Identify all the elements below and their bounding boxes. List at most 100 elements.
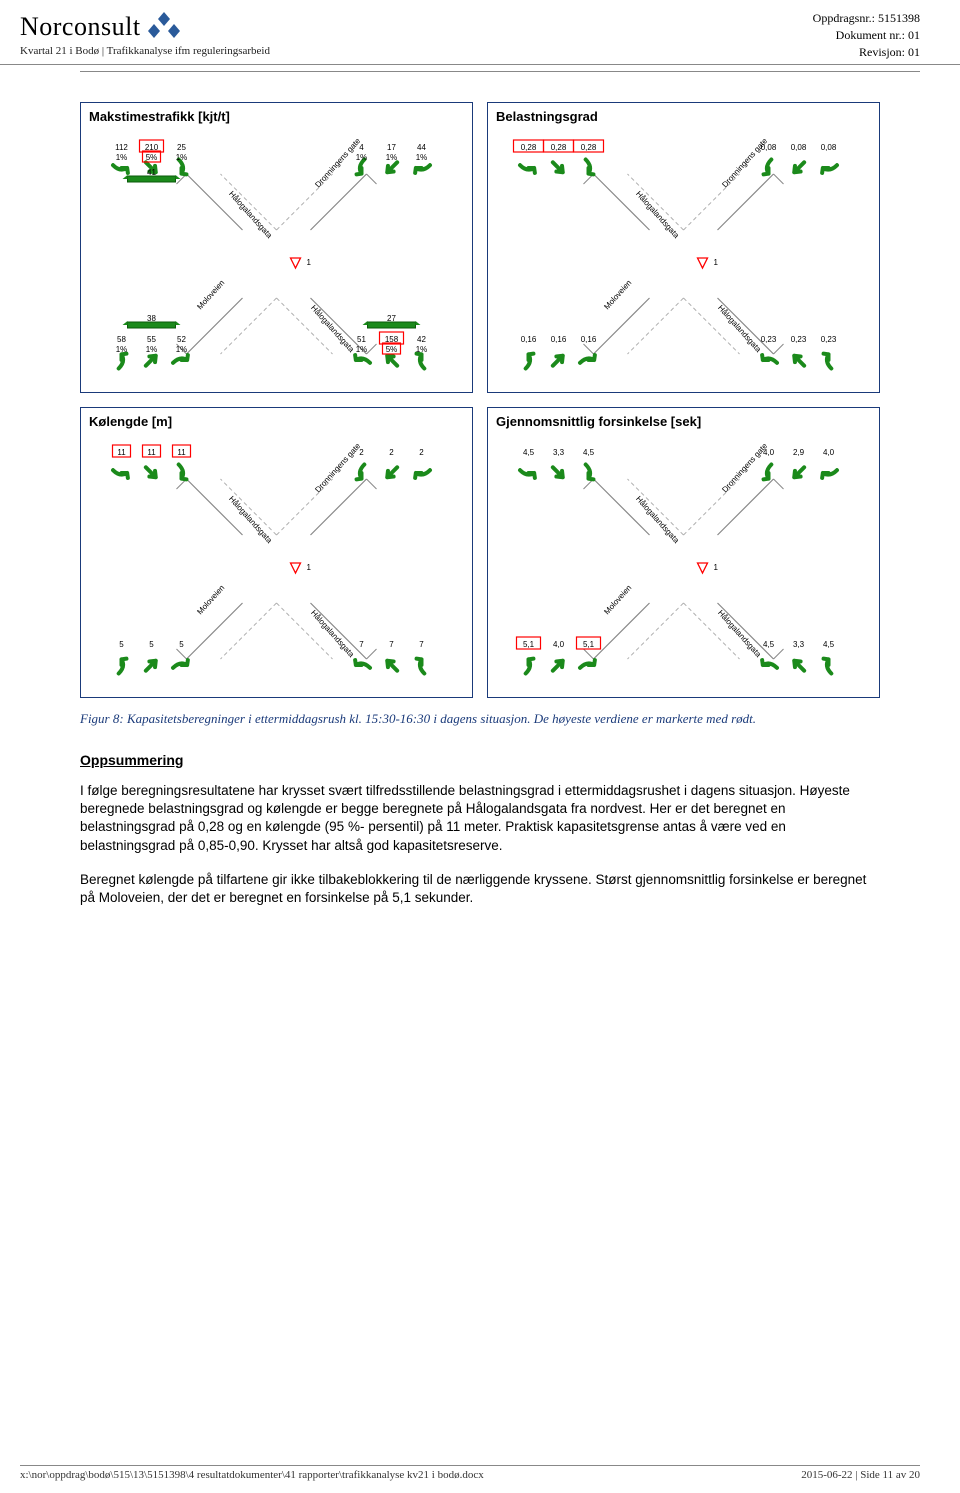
svg-text:0,16: 0,16 (521, 335, 537, 344)
svg-text:41: 41 (147, 168, 156, 177)
svg-text:5%: 5% (146, 153, 158, 162)
svg-text:1%: 1% (146, 345, 158, 354)
panel-title: Kølengde [m] (89, 414, 464, 429)
content: Makstimestrafikk [kjt/t] 1 Hålogalandsga… (0, 72, 960, 907)
svg-text:0,28: 0,28 (521, 143, 537, 152)
intersection-diagram: 1 Hålogalandsgata Dronningens gate Molov… (89, 433, 464, 693)
svg-text:112: 112 (115, 143, 128, 152)
svg-text:44: 44 (417, 143, 426, 152)
svg-text:25: 25 (177, 143, 186, 152)
svg-text:7: 7 (419, 640, 424, 649)
svg-text:3,3: 3,3 (553, 448, 565, 457)
svg-text:Moloveien: Moloveien (602, 584, 633, 617)
svg-text:Moloveien: Moloveien (195, 584, 226, 617)
svg-text:5,1: 5,1 (583, 640, 595, 649)
svg-text:4: 4 (359, 143, 364, 152)
diagram-panel: Makstimestrafikk [kjt/t] 1 Hålogalandsga… (80, 102, 473, 393)
footer-date-page: 2015-06-22 | Side 11 av 20 (801, 1469, 920, 1481)
doc-meta: Oppdragsnr.: 5151398 Dokument nr.: 01 Re… (813, 10, 920, 60)
page-header: Norconsult Kvartal 21 i Bodø | Trafikkan… (0, 0, 960, 65)
meta-oppdrag: Oppdragsnr.: 5151398 (813, 10, 920, 27)
panel-title: Makstimestrafikk [kjt/t] (89, 109, 464, 124)
svg-text:7: 7 (359, 640, 364, 649)
svg-text:4,5: 4,5 (583, 448, 595, 457)
svg-text:Hålogalandsgata: Hålogalandsgata (634, 190, 681, 241)
svg-text:0,16: 0,16 (551, 335, 567, 344)
svg-text:Hålogalandsgata: Hålogalandsgata (634, 495, 681, 546)
svg-text:1%: 1% (416, 345, 428, 354)
panel-title: Belastningsgrad (496, 109, 871, 124)
svg-text:4,5: 4,5 (523, 448, 535, 457)
svg-text:2: 2 (389, 448, 394, 457)
figure-caption: Figur 8: Kapasitetsberegninger i ettermi… (80, 710, 880, 728)
intersection-diagram: 1 Hålogalandsgata Dronningens gate Molov… (496, 433, 871, 693)
svg-text:Moloveien: Moloveien (602, 279, 633, 312)
svg-text:4,0: 4,0 (823, 448, 835, 457)
svg-text:0,08: 0,08 (821, 143, 837, 152)
svg-text:52: 52 (177, 335, 186, 344)
svg-text:0,08: 0,08 (791, 143, 807, 152)
svg-text:Dronningens gate: Dronningens gate (313, 441, 362, 494)
meta-dokument: Dokument nr.: 01 (813, 27, 920, 44)
intersection-diagram: 1 Hålogalandsgata Dronningens gate Molov… (89, 128, 464, 388)
svg-text:5: 5 (179, 640, 184, 649)
meta-revisjon: Revisjon: 01 (813, 44, 920, 61)
svg-text:3,3: 3,3 (793, 640, 805, 649)
svg-text:Hålogalandsgata: Hålogalandsgata (716, 304, 763, 355)
svg-text:2: 2 (419, 448, 424, 457)
svg-text:51: 51 (357, 335, 366, 344)
svg-text:0,28: 0,28 (581, 143, 597, 152)
svg-text:7: 7 (389, 640, 394, 649)
svg-text:11: 11 (117, 448, 126, 457)
svg-text:42: 42 (417, 335, 426, 344)
svg-text:38: 38 (147, 314, 156, 323)
page-footer: x:\nor\oppdrag\bodø\515\13\5151398\4 res… (20, 1465, 920, 1481)
svg-text:210: 210 (145, 143, 159, 152)
paragraph-1: I følge beregningsresultatene har krysse… (80, 782, 880, 855)
svg-text:1%: 1% (416, 153, 428, 162)
svg-text:1%: 1% (176, 153, 188, 162)
svg-text:0,23: 0,23 (761, 335, 777, 344)
svg-text:Hålogalandsgata: Hålogalandsgata (227, 190, 274, 241)
logo-block: Norconsult Kvartal 21 i Bodø | Trafikkan… (20, 10, 270, 57)
svg-text:158: 158 (385, 335, 399, 344)
svg-text:17: 17 (387, 143, 396, 152)
svg-text:11: 11 (147, 448, 156, 457)
svg-text:Moloveien: Moloveien (195, 279, 226, 312)
svg-text:0,28: 0,28 (551, 143, 567, 152)
svg-text:1%: 1% (356, 153, 368, 162)
svg-text:4,5: 4,5 (823, 640, 835, 649)
svg-text:0,23: 0,23 (791, 335, 807, 344)
header-subtitle: Kvartal 21 i Bodø | Trafikkanalyse ifm r… (20, 45, 270, 57)
svg-text:1%: 1% (116, 345, 128, 354)
svg-text:1%: 1% (356, 345, 368, 354)
svg-text:4,5: 4,5 (763, 640, 775, 649)
svg-text:2: 2 (359, 448, 364, 457)
paragraph-2: Beregnet kølengde på tilfartene gir ikke… (80, 871, 880, 907)
svg-text:2,9: 2,9 (793, 448, 805, 457)
panel-grid: Makstimestrafikk [kjt/t] 1 Hålogalandsga… (80, 102, 880, 698)
footer-path: x:\nor\oppdrag\bodø\515\13\5151398\4 res… (20, 1469, 484, 1481)
logo-text: Norconsult (20, 12, 141, 42)
svg-text:Dronningens gate: Dronningens gate (313, 136, 362, 189)
svg-text:4,0: 4,0 (763, 448, 775, 457)
svg-text:0,08: 0,08 (761, 143, 777, 152)
svg-text:1%: 1% (176, 345, 188, 354)
svg-text:1: 1 (307, 563, 312, 572)
svg-text:5: 5 (119, 640, 124, 649)
svg-text:Hålogalandsgata: Hålogalandsgata (716, 609, 763, 660)
svg-text:55: 55 (147, 335, 156, 344)
svg-text:4,0: 4,0 (553, 640, 565, 649)
svg-text:1: 1 (714, 258, 719, 267)
svg-text:0,23: 0,23 (821, 335, 837, 344)
svg-text:Hålogalandsgata: Hålogalandsgata (227, 495, 274, 546)
svg-text:5%: 5% (386, 345, 398, 354)
svg-text:Hålogalandsgata: Hålogalandsgata (309, 304, 356, 355)
svg-text:1: 1 (714, 563, 719, 572)
svg-text:58: 58 (117, 335, 126, 344)
diagram-panel: Belastningsgrad 1 Hålogalandsgata Dronni… (487, 102, 880, 393)
diagram-panel: Gjennomsnittlig forsinkelse [sek] 1 Hålo… (487, 407, 880, 698)
intersection-diagram: 1 Hålogalandsgata Dronningens gate Molov… (496, 128, 871, 388)
svg-text:Hålogalandsgata: Hålogalandsgata (309, 609, 356, 660)
svg-text:1%: 1% (116, 153, 128, 162)
